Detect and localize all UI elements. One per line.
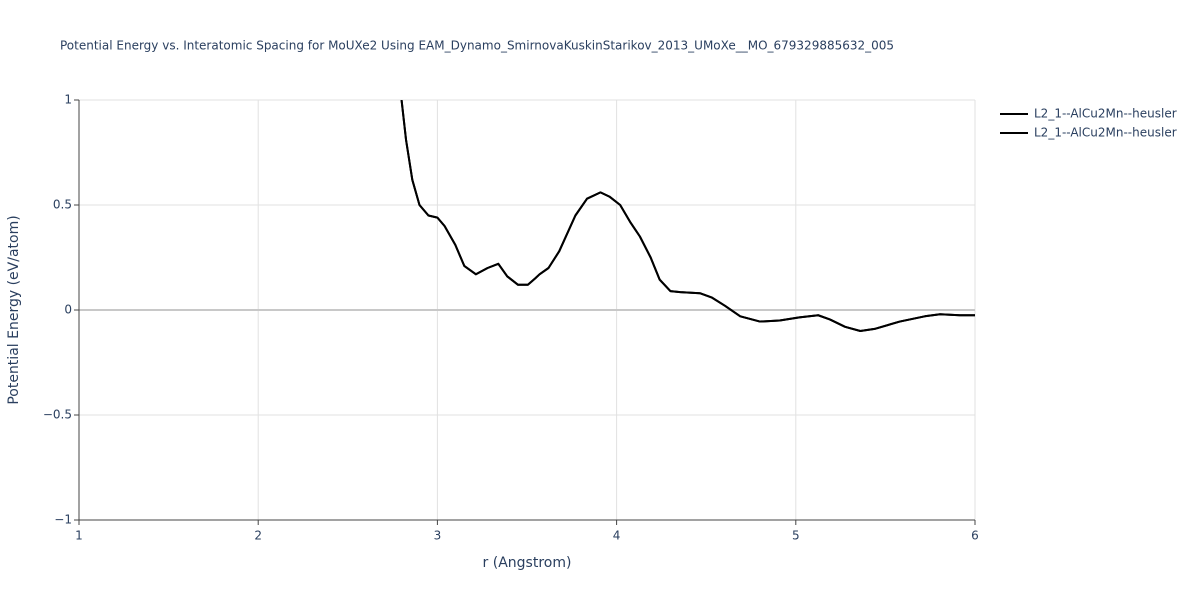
y-tick-label: 0.5 xyxy=(53,198,72,212)
y-tick-label: 0 xyxy=(64,303,72,317)
plot-area xyxy=(400,100,975,332)
x-tick-label: 2 xyxy=(254,529,262,543)
x-axis-title: r (Angstrom) xyxy=(483,555,572,571)
legend-label: L2_1--AlCu2Mn--heusler xyxy=(1034,107,1177,121)
y-tick-label: −1 xyxy=(54,513,72,527)
x-tick-label: 1 xyxy=(75,529,83,543)
y-tick-label: 1 xyxy=(64,93,72,107)
y-tick-label: −0.5 xyxy=(43,408,72,422)
series-line xyxy=(400,100,975,332)
x-tick-label: 3 xyxy=(434,529,442,543)
series-line xyxy=(400,100,975,332)
x-tick-label: 5 xyxy=(792,529,800,543)
legend-label: L2_1--AlCu2Mn--heusler xyxy=(1034,126,1177,140)
chart-title: Potential Energy vs. Interatomic Spacing… xyxy=(60,39,894,53)
x-tick-label: 6 xyxy=(971,529,979,543)
y-axis-title: Potential Energy (eV/atom) xyxy=(6,215,22,404)
x-tick-label: 4 xyxy=(613,529,621,543)
